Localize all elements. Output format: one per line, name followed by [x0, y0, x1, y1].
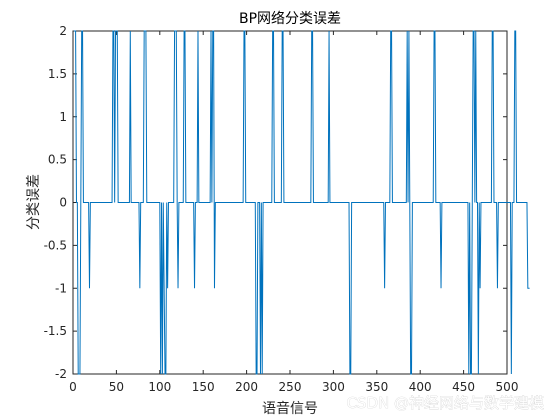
x-tick-label: 200 [235, 380, 258, 394]
y-tick-label: 1 [59, 110, 67, 124]
x-tick-label: 400 [409, 380, 432, 394]
y-tick-label: 1.5 [48, 67, 67, 81]
y-tick-label: 0.5 [48, 153, 67, 167]
y-tick-label: -1 [55, 281, 67, 295]
x-tick-label: 500 [496, 380, 519, 394]
series-line [73, 30, 530, 375]
y-tick-label: -2 [55, 367, 67, 381]
y-tick-label: -1.5 [44, 324, 67, 338]
chart-title: BP网络分类误差 [239, 11, 341, 27]
x-tick-label: 50 [109, 380, 124, 394]
watermark-text: CSDN @神经网络与数学建模 [346, 394, 544, 412]
y-tick-label: -0.5 [44, 238, 67, 252]
x-tick-label: 300 [322, 380, 345, 394]
x-axis-label: 语音信号 [262, 400, 318, 417]
x-tick-label: 0 [69, 380, 77, 394]
y-axis-label: 分类误差 [26, 174, 42, 230]
x-tick-label: 450 [452, 380, 475, 394]
y-tick-label: 2 [59, 24, 67, 38]
axis-ticks: 0 50 100 150 200 250 300 350 400 450 500 -2 -1.5 -1 -0… [44, 24, 519, 394]
x-tick-label: 100 [148, 380, 171, 394]
x-tick-label: 350 [365, 380, 388, 394]
y-tick-label: 0 [59, 196, 67, 210]
x-tick-label: 250 [279, 380, 302, 394]
x-tick-label: 150 [192, 380, 215, 394]
